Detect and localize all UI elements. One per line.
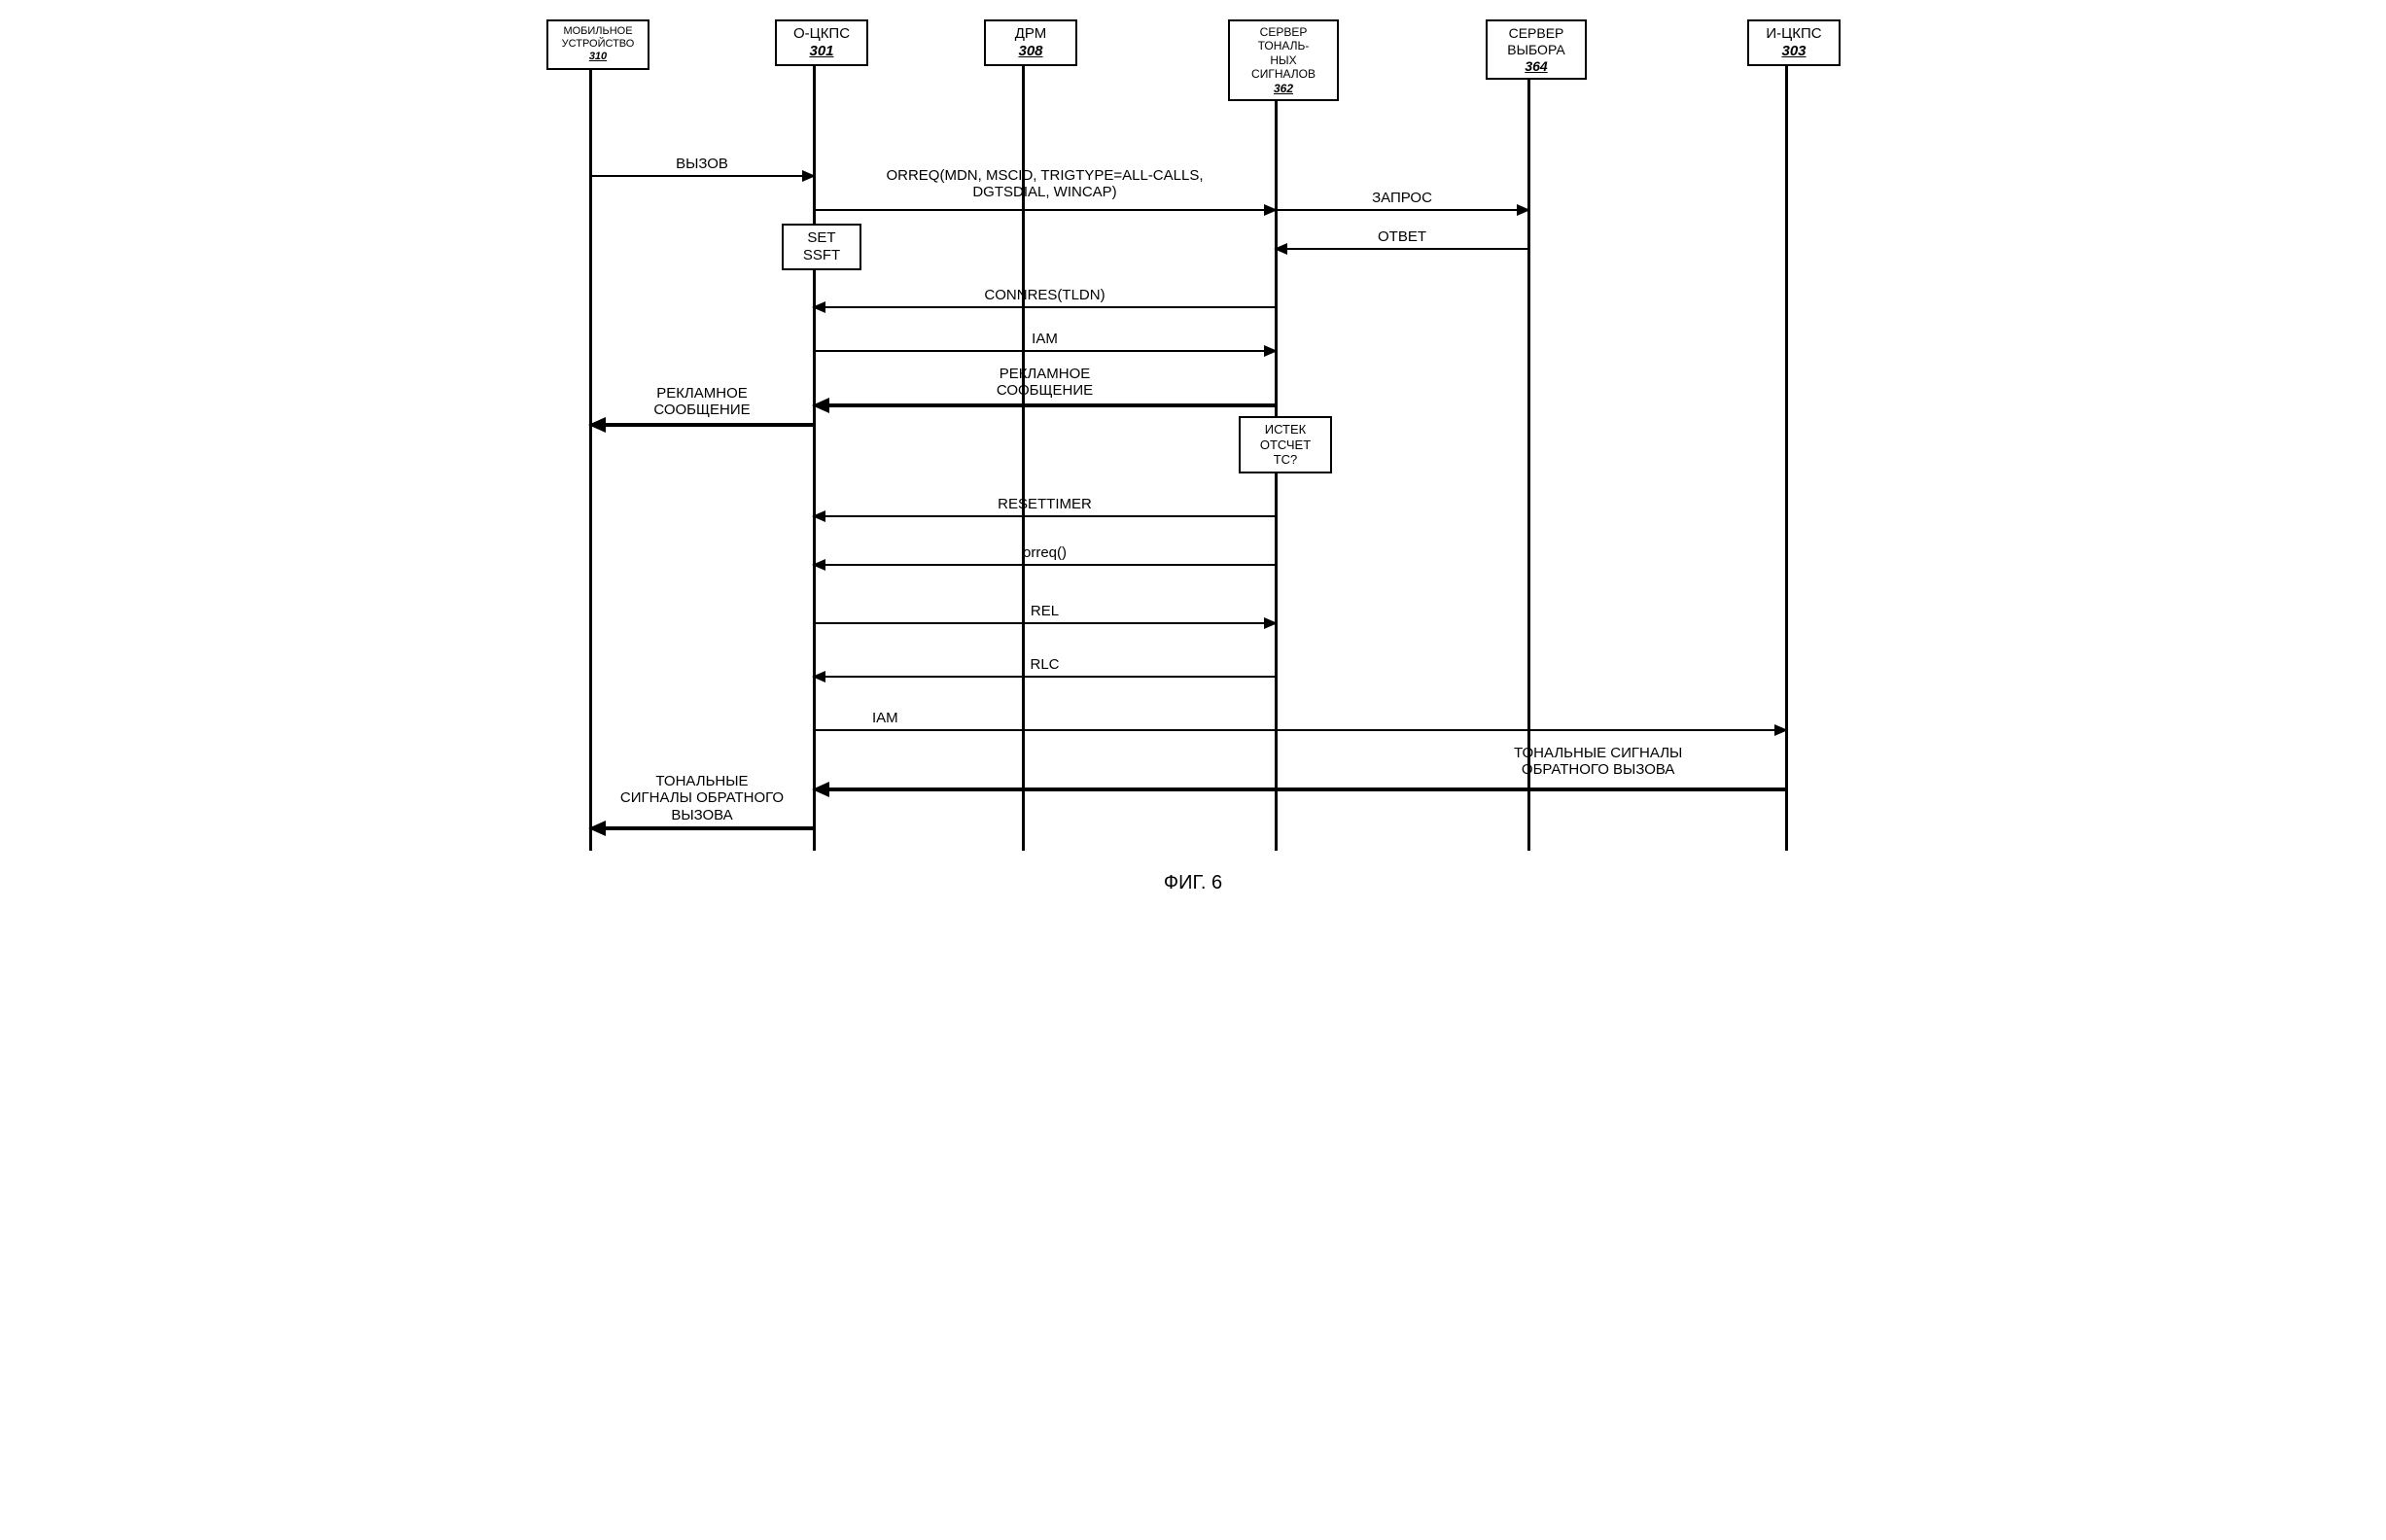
arrow-icon: [1774, 724, 1788, 736]
lifeline-ms: [589, 70, 592, 851]
participant-sel: СЕРВЕРВЫБОРА364: [1486, 19, 1587, 80]
message-6: [814, 403, 1276, 407]
message-12: [814, 729, 1786, 731]
message-label-11: RLC: [814, 656, 1276, 673]
message-10: [814, 622, 1276, 624]
message-label-9: orreq(): [814, 544, 1276, 561]
message-label-1: ORREQ(MDN, MSCID, TRIGTYPE=ALL-CALLS,DGT…: [814, 167, 1276, 201]
arrow-icon: [812, 398, 829, 413]
message-label-12: IAM: [872, 710, 898, 726]
arrow-icon: [588, 417, 606, 433]
message-9: [814, 564, 1276, 566]
arrow-icon: [812, 782, 829, 797]
message-2: [1276, 209, 1528, 211]
message-7: [590, 423, 814, 427]
message-5: [814, 350, 1276, 352]
message-8: [814, 515, 1276, 517]
message-1: [814, 209, 1276, 211]
sequence-diagram: ФИГ. 6 МОБИЛЬНОЕУСТРОЙСТВО310 О-ЦКПС301 ДР…: [546, 19, 1840, 894]
participant-tone: СЕРВЕРТОНАЛЬ-НЫХСИГНАЛОВ362: [1228, 19, 1339, 101]
message-label-3: ОТВЕТ: [1276, 228, 1528, 245]
message-label-2: ЗАПРОС: [1276, 190, 1528, 206]
message-label-14: ТОНАЛЬНЫЕСИГНАЛЫ ОБРАТНОГОВЫЗОВА: [590, 773, 814, 823]
message-3: [1276, 248, 1528, 250]
message-label-13: ТОНАЛЬНЫЕ СИГНАЛЫОБРАТНОГО ВЫЗОВА: [1514, 745, 1682, 779]
message-label-10: REL: [814, 603, 1276, 619]
participant-ms: МОБИЛЬНОЕУСТРОЙСТВО310: [546, 19, 649, 70]
participant-drm: ДРМ308: [984, 19, 1077, 66]
message-label-8: RESETTIMER: [814, 496, 1276, 512]
message-11: [814, 676, 1276, 678]
message-label-6: РЕКЛАМНОЕСООБЩЕНИЕ: [814, 366, 1276, 400]
note-1: ИСТЕКОТСЧЕТТС?: [1239, 416, 1332, 473]
figure-caption: ФИГ. 6: [1164, 872, 1222, 894]
message-4: [814, 306, 1276, 308]
note-0: SETSSFT: [782, 224, 861, 270]
message-14: [590, 826, 814, 830]
message-label-0: ВЫЗОВ: [590, 156, 814, 172]
participant-ockps: О-ЦКПС301: [775, 19, 868, 66]
message-label-5: IAM: [814, 331, 1276, 347]
message-13: [814, 788, 1786, 791]
participant-ickps: И-ЦКПС303: [1747, 19, 1841, 66]
message-0: [590, 175, 814, 177]
message-label-7: РЕКЛАМНОЕСООБЩЕНИЕ: [590, 385, 814, 419]
message-label-4: CONNRES(TLDN): [814, 287, 1276, 303]
